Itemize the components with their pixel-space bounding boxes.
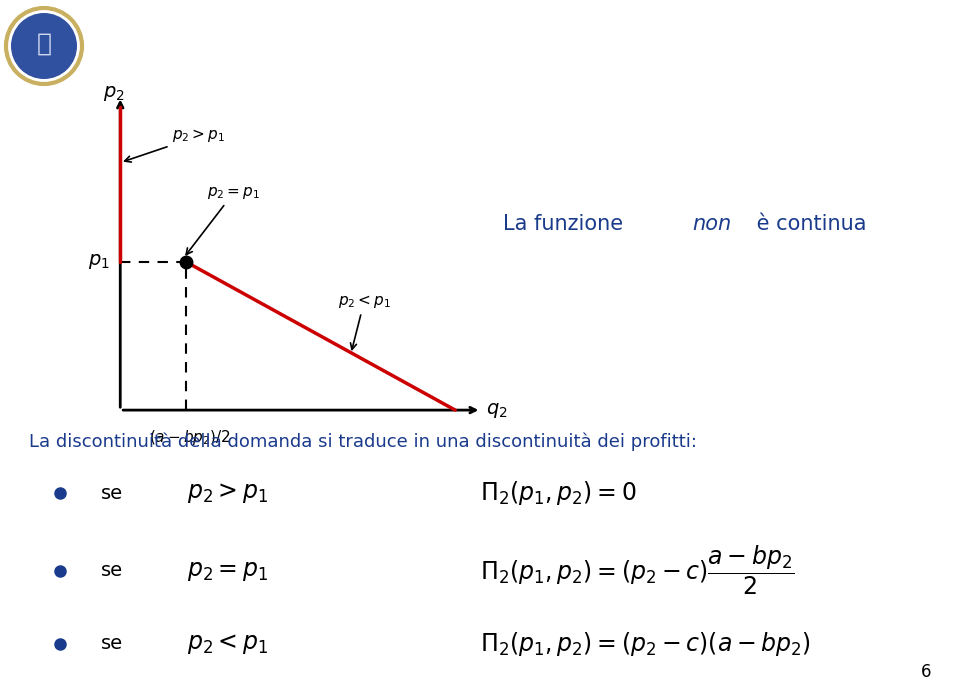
Text: $\Pi_2(p_1, p_2) = 0$: $\Pi_2(p_1, p_2) = 0$: [480, 479, 636, 507]
Text: ⛫: ⛫: [36, 32, 52, 56]
Text: $\Pi_2(p_1, p_2) = (p_2 - c)\dfrac{a - bp_2}{2}$: $\Pi_2(p_1, p_2) = (p_2 - c)\dfrac{a - b…: [480, 544, 795, 597]
Text: $p_2 = p_1$: $p_2 = p_1$: [186, 184, 260, 255]
Text: $q_2$: $q_2$: [486, 400, 507, 420]
Text: 6: 6: [921, 663, 931, 681]
Text: se: se: [101, 484, 123, 502]
Text: $p_2$: $p_2$: [103, 84, 125, 103]
Text: La discontinuità della domanda si traduce in una discontinuità dei profitti:: La discontinuità della domanda si traduc…: [29, 432, 697, 451]
Text: $p_2 = p_1$: $p_2 = p_1$: [186, 559, 268, 583]
Text: UNIVERSITÀ DEGLI STUDI DI BERGAMO: UNIVERSITÀ DEGLI STUDI DI BERGAMO: [96, 18, 548, 38]
Text: se: se: [101, 634, 123, 653]
Text: se: se: [101, 561, 123, 580]
Text: $p_2 < p_1$: $p_2 < p_1$: [338, 292, 391, 350]
Text: $\Pi_2(p_1, p_2) = (p_2 - c)(a - bp_2)$: $\Pi_2(p_1, p_2) = (p_2 - c)(a - bp_2)$: [480, 630, 811, 658]
Text: $(a - bp_2)/2$: $(a - bp_2)/2$: [149, 428, 230, 447]
Text: $p_2 > p_1$: $p_2 > p_1$: [125, 127, 226, 162]
Text: $p_2 < p_1$: $p_2 < p_1$: [186, 632, 268, 656]
Text: non: non: [692, 213, 732, 234]
Text: $p_1$: $p_1$: [87, 252, 109, 271]
Text: Corso di Laurea in Ingegneria Gestionale: Corso di Laurea in Ingegneria Gestionale: [96, 58, 407, 72]
Text: La funzione: La funzione: [503, 213, 630, 234]
Text: è continua: è continua: [750, 213, 866, 234]
Text: $p_2 > p_1$: $p_2 > p_1$: [186, 481, 268, 505]
Circle shape: [11, 13, 77, 79]
FancyBboxPatch shape: [2, 2, 86, 88]
